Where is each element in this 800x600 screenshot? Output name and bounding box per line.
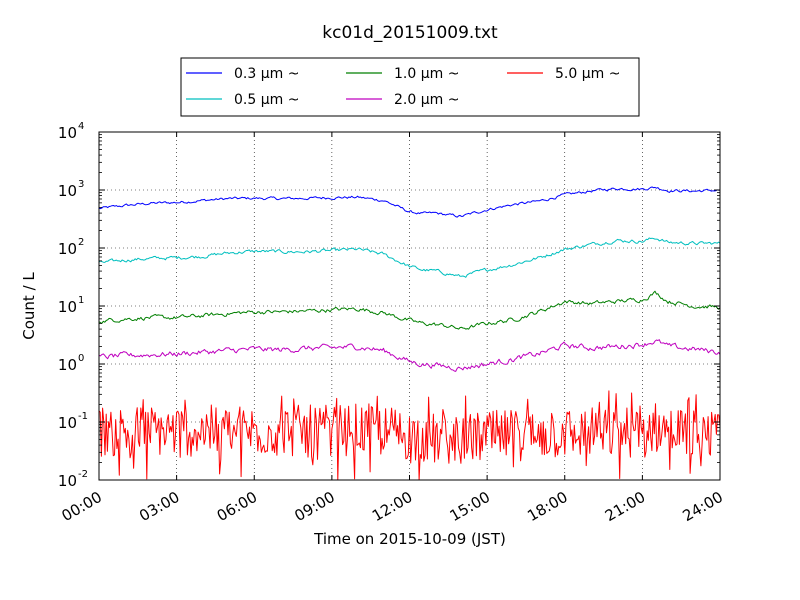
- series-line-5: [98, 390, 721, 481]
- y-tick-label: 10: [58, 472, 77, 490]
- chart-title: kc01d_20151009.txt: [322, 23, 498, 43]
- series-line-3: [98, 290, 721, 330]
- y-tick-exponent: 4: [78, 121, 84, 132]
- y-tick-exponent: -2: [78, 469, 88, 480]
- y-tick-exponent: 1: [78, 295, 84, 306]
- series-lines: [98, 186, 721, 481]
- y-tick-label: 10: [58, 182, 77, 200]
- legend-box: [180, 57, 640, 117]
- series-line-2: [98, 237, 721, 278]
- y-tick-exponent: 2: [78, 237, 84, 248]
- y-tick-exponent: 3: [78, 179, 84, 190]
- legend-label-1: 0.3 μm ~: [234, 66, 299, 82]
- y-tick-label: 10: [58, 414, 77, 432]
- legend-label-5: 5.0 μm ~: [555, 66, 620, 82]
- legend-label-3: 1.0 μm ~: [394, 66, 459, 82]
- series-line-1: [98, 186, 721, 218]
- legend-label-4: 2.0 μm ~: [394, 92, 459, 108]
- legend-label-2: 0.5 μm ~: [234, 92, 299, 108]
- y-tick-exponent: 0: [78, 353, 84, 364]
- y-tick-label: 10: [58, 298, 77, 316]
- series-line-4: [98, 339, 721, 372]
- y-tick-label: 10: [58, 356, 77, 374]
- y-tick-label: 10: [58, 124, 77, 142]
- y-axis-label: Count / L: [20, 272, 38, 340]
- x-axis-label: Time on 2015-10-09 (JST): [313, 530, 506, 548]
- legend: 0.3 μm ~ 0.5 μm ~ 1.0 μm ~ 2.0 μm ~ 5.0 μm ~: [180, 57, 640, 117]
- y-tick-label: 10: [58, 240, 77, 258]
- y-tick-exponent: -1: [78, 411, 88, 422]
